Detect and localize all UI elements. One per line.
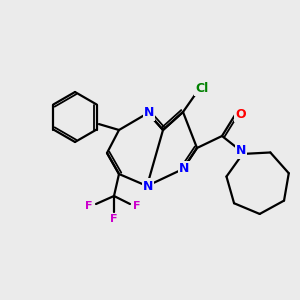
Text: F: F [85,201,93,211]
Text: O: O [236,107,246,121]
Text: Cl: Cl [195,82,208,94]
Text: F: F [110,214,118,224]
Text: N: N [144,106,154,119]
Text: N: N [179,163,189,176]
Text: N: N [236,145,246,158]
Text: F: F [133,201,141,211]
Text: N: N [143,179,153,193]
